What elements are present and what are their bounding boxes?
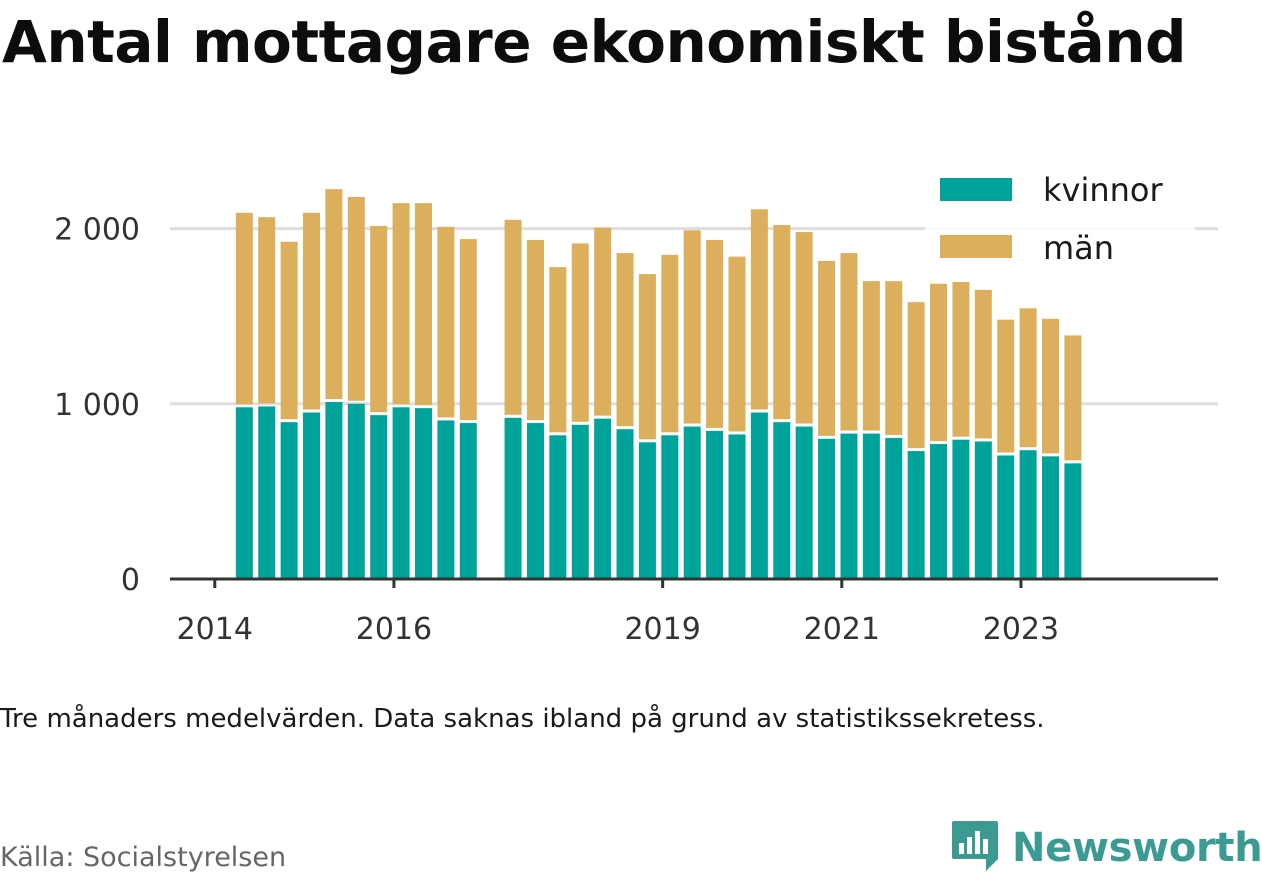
bar-kvinnor: [370, 415, 388, 579]
bar-kvinnor: [974, 441, 992, 579]
bar-man: [1064, 335, 1082, 461]
y-tick-label: 0: [121, 563, 140, 598]
bar-kvinnor: [706, 430, 724, 579]
bar-kvinnor: [862, 433, 880, 579]
bar-man: [414, 203, 432, 406]
bar-man: [616, 253, 634, 427]
bar-kvinnor: [437, 420, 455, 579]
bar-man: [706, 239, 724, 428]
bar-man: [930, 283, 948, 442]
bar-man: [1041, 318, 1059, 454]
legend-label-man: män: [1043, 229, 1114, 267]
bar-man: [347, 197, 365, 401]
bar-kvinnor: [997, 455, 1015, 579]
bar-man: [840, 253, 858, 431]
bar-man: [437, 226, 455, 418]
bar-kvinnor: [571, 424, 589, 579]
bar-man: [258, 217, 276, 404]
bar-kvinnor: [325, 402, 343, 579]
bar-man: [773, 225, 791, 420]
bar-kvinnor: [795, 426, 813, 579]
newsworthy-logo-text: Newsworthy: [1012, 825, 1262, 871]
stacked-bar-chart: 0 1 000 2 000 2014 2016 2019 2021 2023 kvinnor …: [54, 165, 1218, 647]
bar-man: [638, 274, 656, 440]
y-tick-label: 2 000: [54, 213, 140, 248]
bar-man: [907, 302, 925, 449]
x-tick-label: 2016: [356, 612, 432, 647]
legend: kvinnor män: [925, 165, 1195, 275]
bar-man: [549, 267, 567, 433]
bar-man: [459, 239, 477, 421]
bar-man: [370, 225, 388, 413]
bar-kvinnor: [773, 422, 791, 579]
x-tick-label: 2021: [804, 612, 880, 647]
bar-man: [280, 241, 298, 420]
bar-kvinnor: [459, 423, 477, 579]
bar-kvinnor: [683, 426, 701, 579]
bar-man: [526, 239, 544, 421]
chart-title: Antal mottagare ekonomiskt bistånd: [2, 8, 1187, 76]
bar-man: [862, 281, 880, 431]
bar-kvinnor: [930, 444, 948, 579]
bar-kvinnor: [818, 438, 836, 579]
bar-man: [728, 256, 746, 432]
axes: 0 1 000 2 000 2014 2016 2019 2021 2023: [54, 213, 1218, 647]
bar-man: [750, 209, 768, 410]
bar-kvinnor: [952, 439, 970, 579]
bar-kvinnor: [594, 418, 612, 579]
bar-man: [885, 281, 903, 435]
bar-man: [504, 219, 522, 415]
bar-kvinnor: [258, 406, 276, 579]
bar-man: [997, 319, 1015, 453]
bar-man: [795, 232, 813, 424]
bar-kvinnor: [840, 433, 858, 579]
newsworthy-logo: Newsworthy: [950, 818, 1262, 878]
bar-man: [571, 243, 589, 422]
bar-kvinnor: [347, 403, 365, 579]
bar-man: [325, 189, 343, 400]
bar-kvinnor: [661, 435, 679, 579]
bar-kvinnor: [1064, 463, 1082, 579]
bar-kvinnor: [280, 422, 298, 579]
bar-man: [952, 282, 970, 437]
bar-kvinnor: [616, 429, 634, 579]
bar-kvinnor: [885, 437, 903, 579]
bar-kvinnor: [1019, 450, 1037, 579]
x-tick-label: 2023: [983, 612, 1059, 647]
bar-kvinnor: [638, 442, 656, 579]
legend-label-kvinnor: kvinnor: [1043, 171, 1164, 209]
bars: [235, 189, 1082, 579]
bar-kvinnor: [303, 412, 321, 579]
bar-man: [594, 227, 612, 416]
chart-source: Källa: Socialstyrelsen: [0, 842, 287, 873]
chart-note: Tre månaders medelvärden. Data saknas ib…: [0, 704, 1045, 734]
bar-kvinnor: [1041, 456, 1059, 579]
bar-man: [303, 212, 321, 410]
newsworthy-logo-icon: [952, 821, 998, 871]
bar-man: [235, 212, 253, 405]
bar-man: [1019, 308, 1037, 448]
bar-kvinnor: [235, 407, 253, 579]
x-tick-label: 2014: [177, 612, 253, 647]
bar-man: [974, 289, 992, 439]
legend-swatch-kvinnor: [940, 178, 1012, 201]
bar-kvinnor: [907, 451, 925, 579]
bar-kvinnor: [504, 417, 522, 579]
bar-kvinnor: [392, 407, 410, 579]
legend-swatch-man: [940, 235, 1012, 258]
bar-kvinnor: [549, 435, 567, 579]
bar-man: [661, 254, 679, 433]
bar-kvinnor: [728, 434, 746, 579]
x-tick-label: 2019: [624, 612, 700, 647]
y-tick-label: 1 000: [54, 388, 140, 423]
bar-man: [683, 230, 701, 424]
bar-kvinnor: [526, 423, 544, 579]
bar-man: [392, 203, 410, 405]
bar-kvinnor: [750, 412, 768, 579]
bar-kvinnor: [414, 408, 432, 579]
bar-man: [818, 260, 836, 436]
